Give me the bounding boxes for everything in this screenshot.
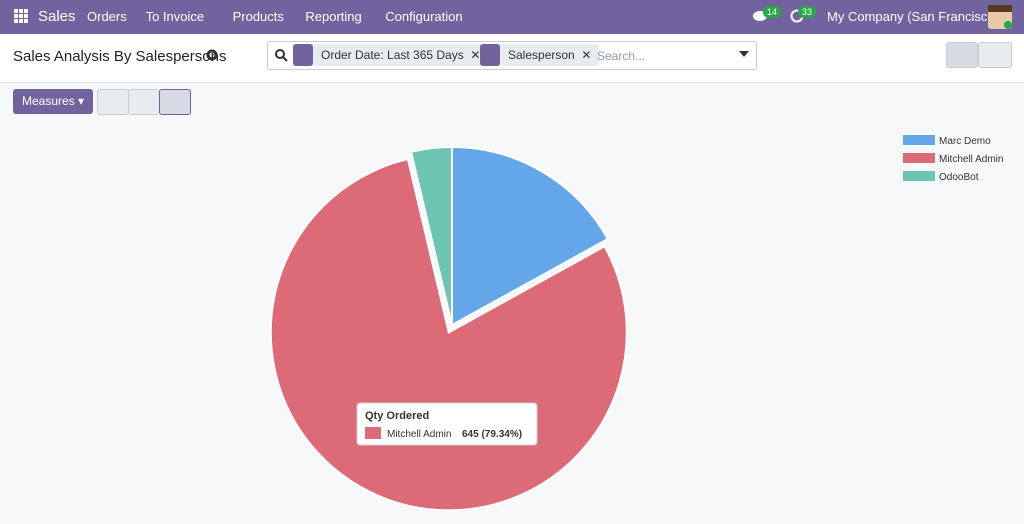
tooltip-box xyxy=(356,402,538,446)
search-bar[interactable] xyxy=(267,41,757,70)
graph-view-button[interactable] xyxy=(946,42,978,68)
menu-item[interactable]: Configuration xyxy=(385,9,463,24)
navbar: Sales Orders To Invoice Products Reporting C… xyxy=(0,0,1024,34)
tooltip-swatch xyxy=(365,427,381,439)
app-name[interactable]: Sales xyxy=(38,8,76,25)
gear-icon[interactable] xyxy=(206,49,218,61)
facet[interactable]: Salesperson ✕ xyxy=(480,44,600,66)
tooltip-value: 645 (79.34%) xyxy=(462,429,522,440)
search-icon xyxy=(275,49,288,62)
legend-label: Mitchell Admin xyxy=(939,154,1003,165)
facet[interactable]: Order Date: Last 365 Days ✕ xyxy=(293,44,489,66)
pie-chart-button[interactable] xyxy=(159,89,191,115)
chart: Marc Demo Mitchell Admin OdooBot Qty Ordere… xyxy=(269,135,1003,512)
messages-badge: 14 xyxy=(763,6,782,18)
company[interactable]: My Company (San Francisco) xyxy=(827,9,999,24)
dropdown-toggle[interactable] xyxy=(739,51,749,57)
control-panel: Sales Analysis By Salespersons Order Dat… xyxy=(0,34,1024,83)
legend-label: OdooBot xyxy=(939,172,979,183)
measures-label: Measures xyxy=(22,94,75,108)
apps-icon[interactable] xyxy=(14,9,28,23)
tooltip-title: Qty Ordered xyxy=(365,410,429,422)
avatar[interactable] xyxy=(988,5,1012,29)
menu-item[interactable]: Reporting xyxy=(305,9,362,24)
line-chart-button[interactable] xyxy=(128,89,160,115)
pie-slice xyxy=(409,145,453,326)
menu-item[interactable]: Products xyxy=(232,9,284,24)
legend-label: Marc Demo xyxy=(939,136,991,147)
menu-item[interactable]: Orders xyxy=(87,9,127,24)
bar-chart-button[interactable] xyxy=(97,89,129,115)
search-placeholder[interactable]: Search... xyxy=(597,49,646,63)
page-title: Sales Analysis By Salespersons xyxy=(13,48,227,65)
tooltip-category: Mitchell Admin xyxy=(387,429,451,440)
facet-label: Salesperson xyxy=(508,48,575,62)
measures-button[interactable]: Measures ▾ xyxy=(13,89,93,114)
tooltip: Qty Ordered Mitchell Admin 645 (79.34%) xyxy=(356,402,538,446)
menu-item[interactable]: To Invoice xyxy=(145,9,205,24)
pivot-view-button[interactable] xyxy=(978,42,1012,68)
legend-swatch xyxy=(903,171,935,181)
legend-swatch xyxy=(903,135,935,145)
activities-badge: 33 xyxy=(798,6,817,18)
facet-label: Order Date: Last 365 Days xyxy=(321,48,464,62)
pie-slice xyxy=(451,145,610,327)
legend-swatch xyxy=(903,153,935,163)
